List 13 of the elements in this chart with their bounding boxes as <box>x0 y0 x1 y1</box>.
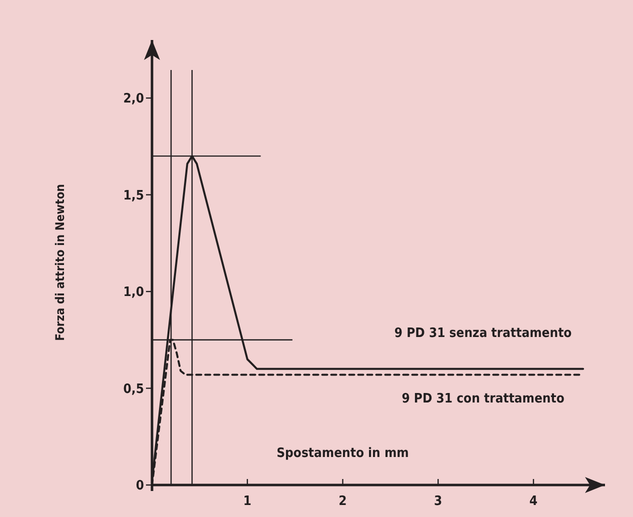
x-tick-label: 4 <box>529 494 538 509</box>
x-tick-label: 3 <box>434 494 442 509</box>
y-tick-label: 0 <box>136 478 144 494</box>
x-axis-title: Spostamento in mm <box>276 446 409 461</box>
text: 9 PD 31 senza trattamento <box>394 326 572 341</box>
y-tick-label: 1,0 <box>123 285 144 300</box>
y-tick-label: 0,5 <box>123 382 144 397</box>
x-tick-label: 1 <box>243 494 252 509</box>
y-tick-label: 1,5 <box>123 188 144 204</box>
y-tick-label: 2,0 <box>123 92 144 107</box>
y-axis-title: Forza di attrito in Newton <box>53 184 67 341</box>
series-label: 9 PD 31 con trattamento <box>402 392 564 407</box>
x-tick-label: 2 <box>338 494 347 509</box>
